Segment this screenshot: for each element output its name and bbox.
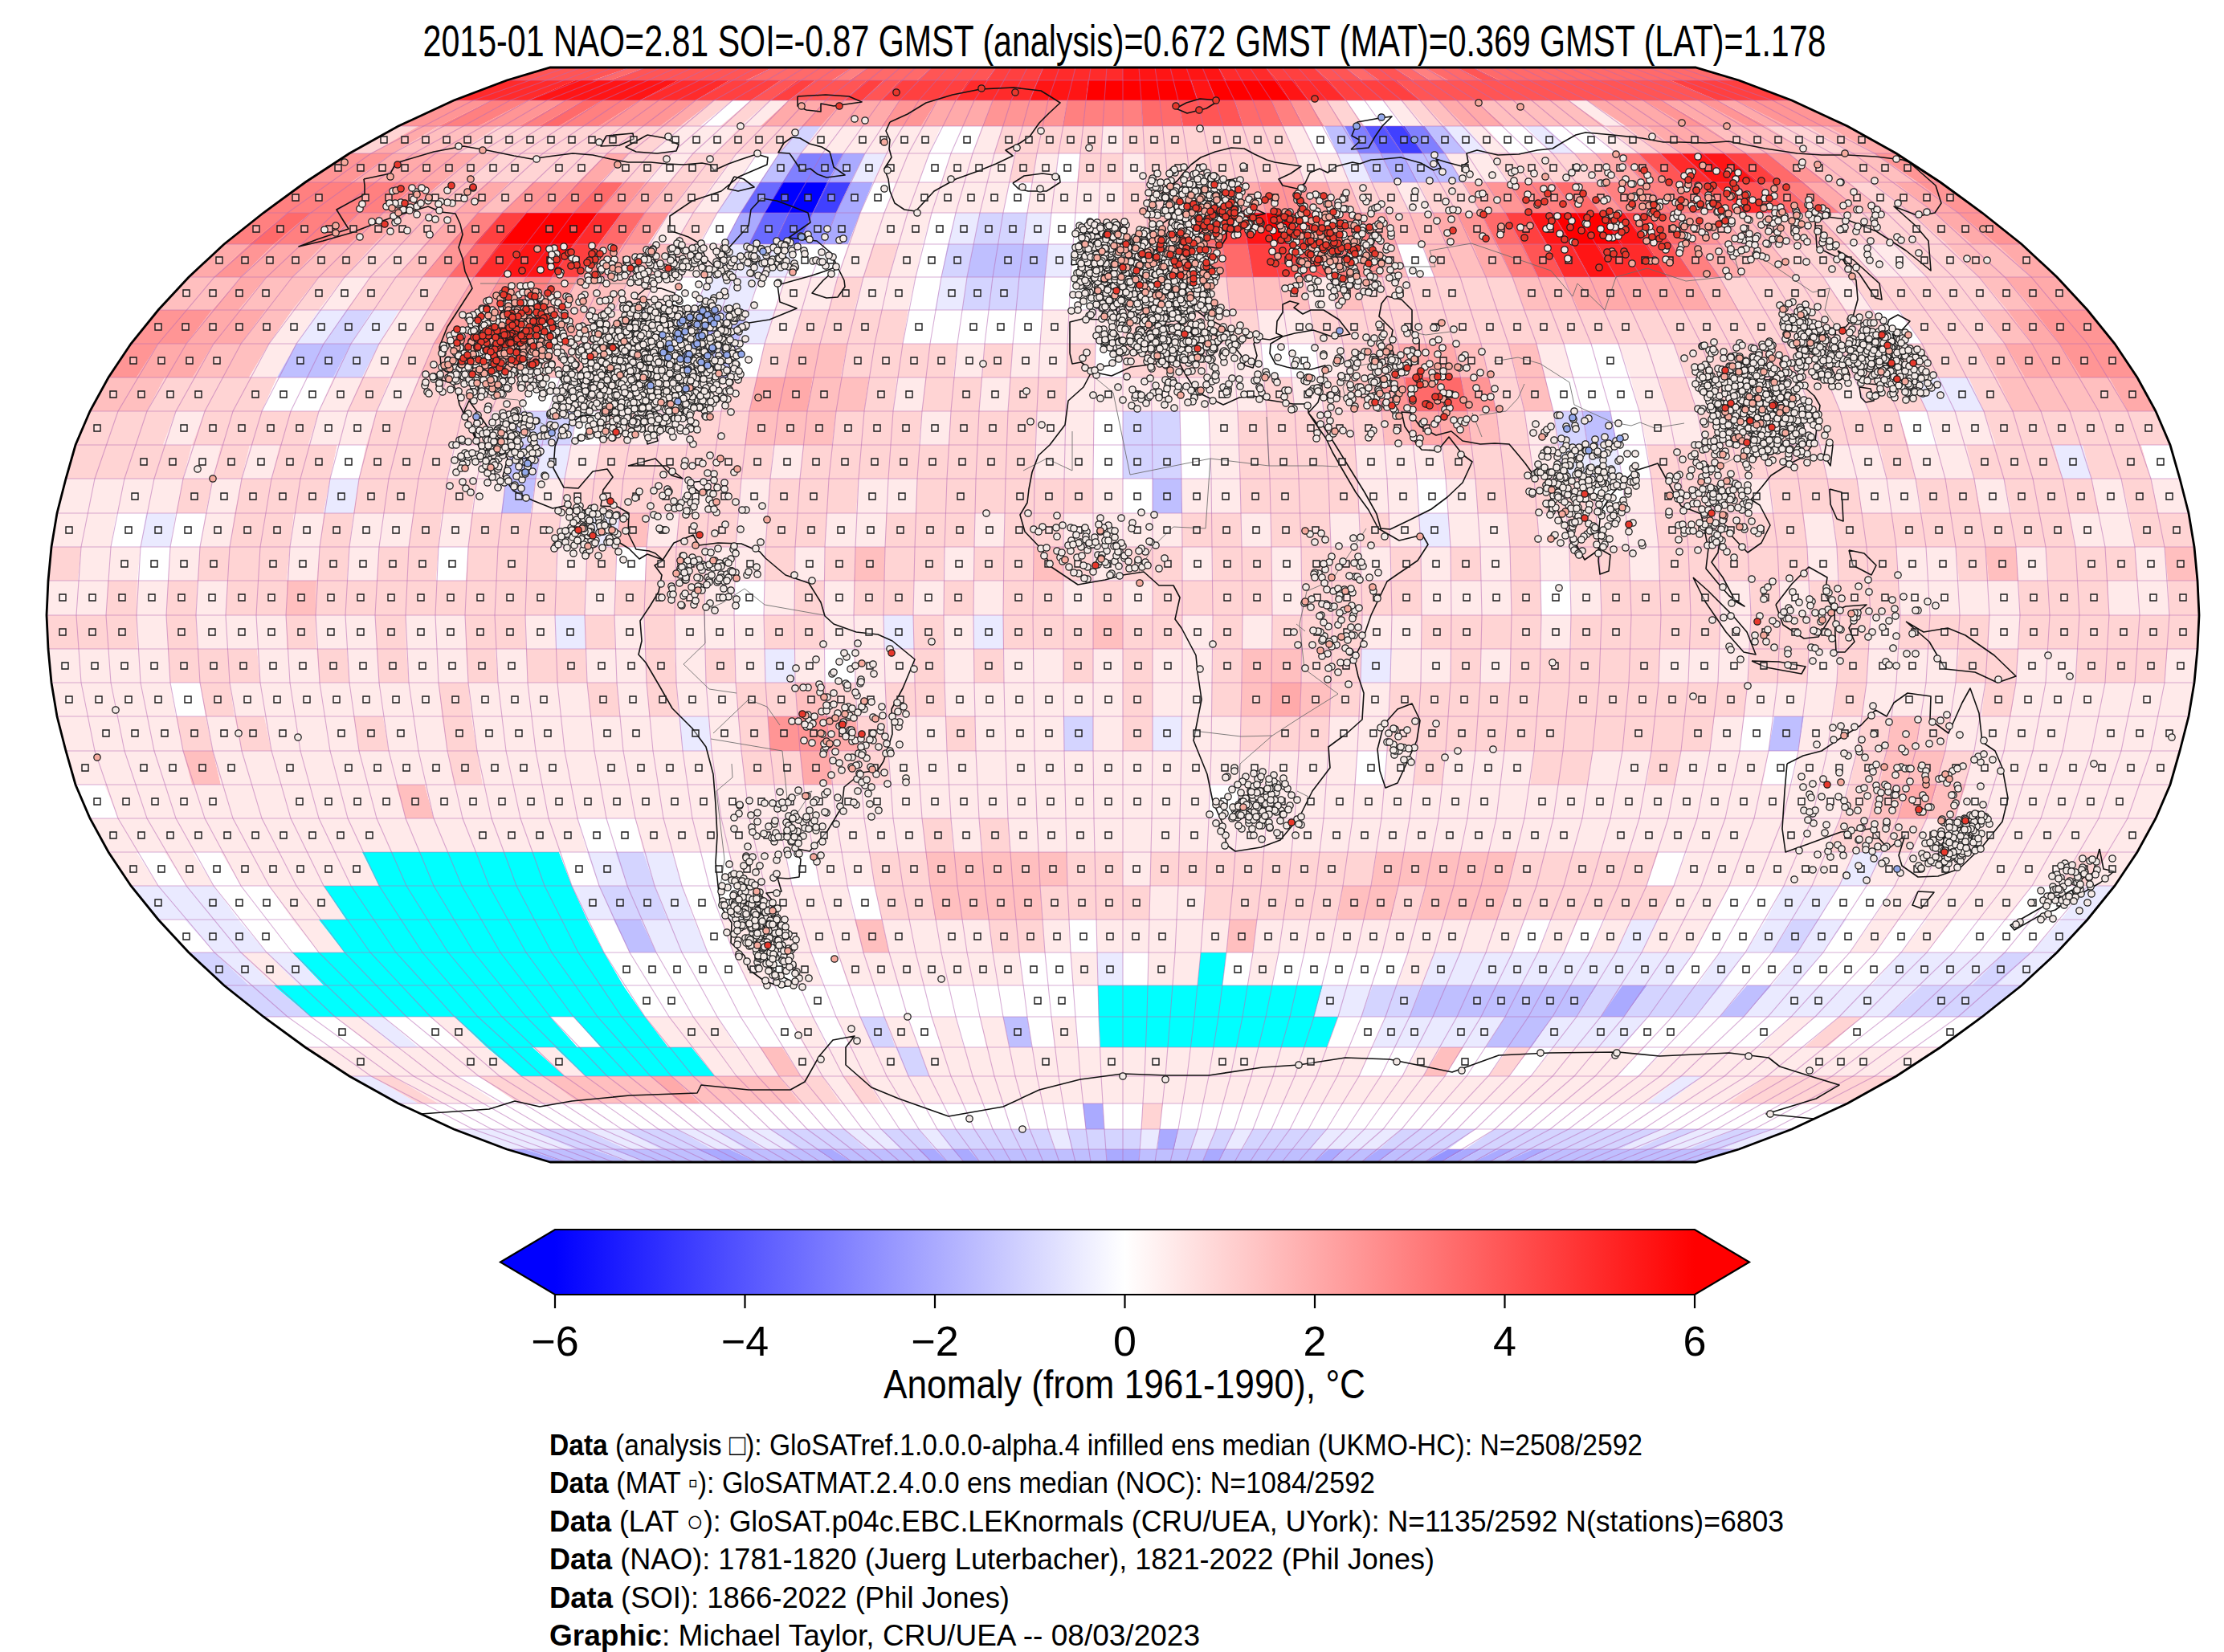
svg-text:Data (analysis □): GloSATref.1: Data (analysis □): GloSATref.1.0.0.0-alp… — [549, 1428, 1642, 1462]
svg-text:4: 4 — [1493, 1318, 1516, 1364]
svg-text:Graphic: Michael Taylor, CRU/U: Graphic: Michael Taylor, CRU/UEA -- 08/0… — [549, 1618, 1200, 1652]
svg-text:2015-01 NAO=2.81 SOI=-0.87 GMS: 2015-01 NAO=2.81 SOI=-0.87 GMST (analysi… — [423, 16, 1826, 66]
svg-text:−4: −4 — [721, 1318, 769, 1364]
svg-text:6: 6 — [1683, 1318, 1707, 1364]
svg-text:Anomaly (from 1961-1990), °C: Anomaly (from 1961-1990), °C — [883, 1362, 1365, 1407]
svg-text:2: 2 — [1304, 1318, 1327, 1364]
svg-text:Data (MAT ▫): GloSATMAT.2.4.0.: Data (MAT ▫): GloSATMAT.2.4.0.0 ens medi… — [549, 1466, 1375, 1499]
svg-text:0: 0 — [1113, 1318, 1136, 1364]
svg-text:Data (LAT ○): GloSAT.p04c.EBC.: Data (LAT ○): GloSAT.p04c.EBC.LEKnormals… — [549, 1504, 1784, 1538]
svg-text:−6: −6 — [531, 1318, 578, 1364]
svg-text:Data (SOI): 1866-2022 (Phil Jo: Data (SOI): 1866-2022 (Phil Jones) — [549, 1581, 1010, 1614]
svg-text:−2: −2 — [911, 1318, 958, 1364]
svg-text:Data (NAO): 1781-1820 (Juerg L: Data (NAO): 1781-1820 (Juerg Luterbacher… — [549, 1542, 1434, 1576]
